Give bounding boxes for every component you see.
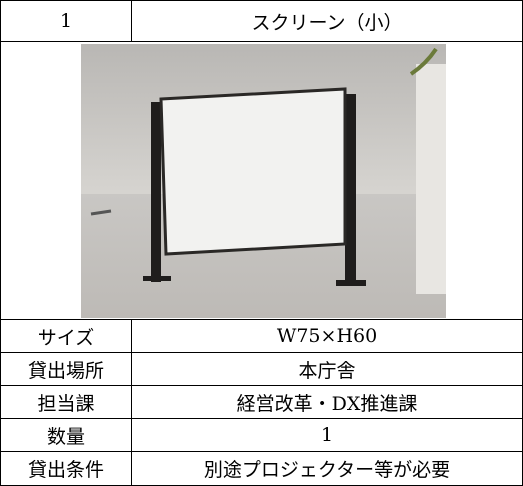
row-value: 本庁舎 bbox=[298, 359, 356, 382]
item-title: スクリーン（小） bbox=[251, 11, 403, 34]
item-number: 1 bbox=[59, 10, 73, 32]
rule bbox=[1, 319, 522, 320]
rule bbox=[131, 1, 132, 41]
rule bbox=[1, 41, 522, 42]
rule bbox=[1, 451, 522, 452]
item-photo bbox=[81, 44, 446, 318]
rule bbox=[1, 385, 522, 386]
row-label: 数量 bbox=[46, 425, 85, 448]
row-label: 貸出条件 bbox=[27, 459, 104, 481]
row-value: W75×H60 bbox=[276, 325, 378, 347]
rule bbox=[1, 352, 522, 353]
row-value: 別途プロジェクター等が必要 bbox=[203, 459, 451, 481]
row-value: 経営改革・DX推進課 bbox=[236, 392, 418, 415]
row-value: 1 bbox=[320, 424, 334, 446]
rule bbox=[131, 319, 132, 485]
rule bbox=[1, 418, 522, 419]
row-label: 貸出場所 bbox=[27, 359, 104, 382]
row-label: 担当課 bbox=[37, 392, 95, 415]
row-label: サイズ bbox=[37, 326, 95, 349]
